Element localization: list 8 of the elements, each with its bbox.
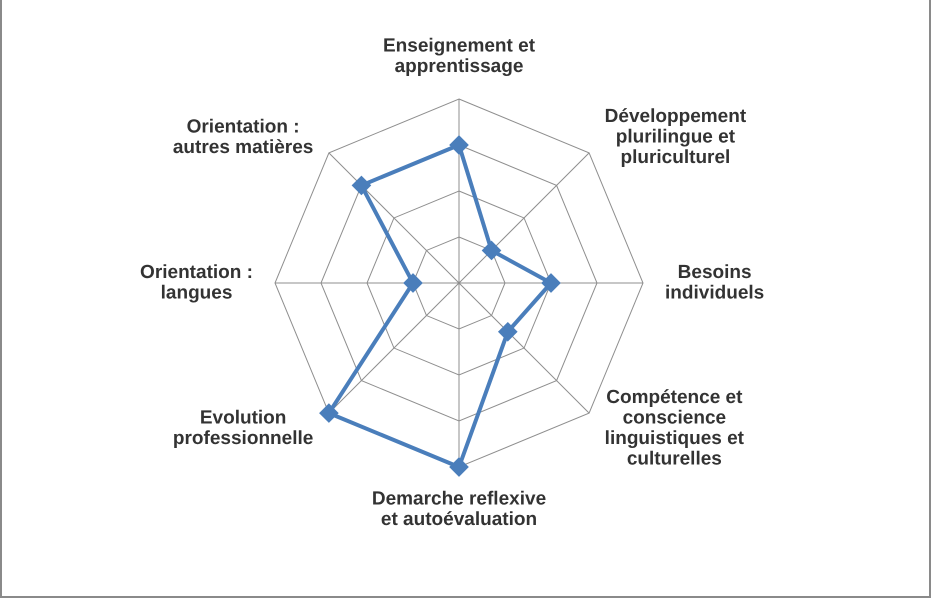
spoke-label: Besoins individuels bbox=[664, 262, 764, 304]
spoke-label: Compétence et conscience linguistiques et culturelles bbox=[604, 387, 745, 470]
spoke-label: Demarche reflexive et autoévaluation bbox=[372, 488, 546, 530]
spoke-label: Développement plurilingue et pluriculturel bbox=[604, 106, 747, 168]
spoke-label: Orientation : autres matières bbox=[172, 116, 314, 158]
spoke-label: Evolution professionnelle bbox=[172, 408, 314, 450]
spoke-label: Enseignement et apprentissage bbox=[382, 35, 536, 77]
spoke-label: Orientation : langues bbox=[140, 262, 254, 304]
